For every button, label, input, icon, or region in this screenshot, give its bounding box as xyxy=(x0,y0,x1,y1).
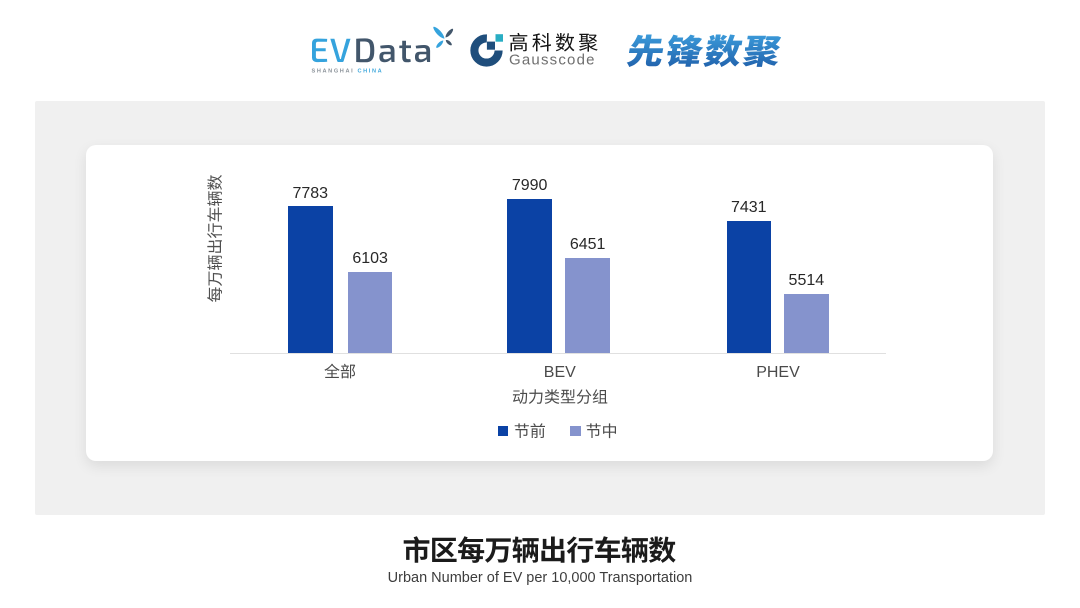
svg-text:Gausscode: Gausscode xyxy=(509,51,596,68)
svg-text:SHANGHAI CHINA: SHANGHAI CHINA xyxy=(312,69,384,75)
